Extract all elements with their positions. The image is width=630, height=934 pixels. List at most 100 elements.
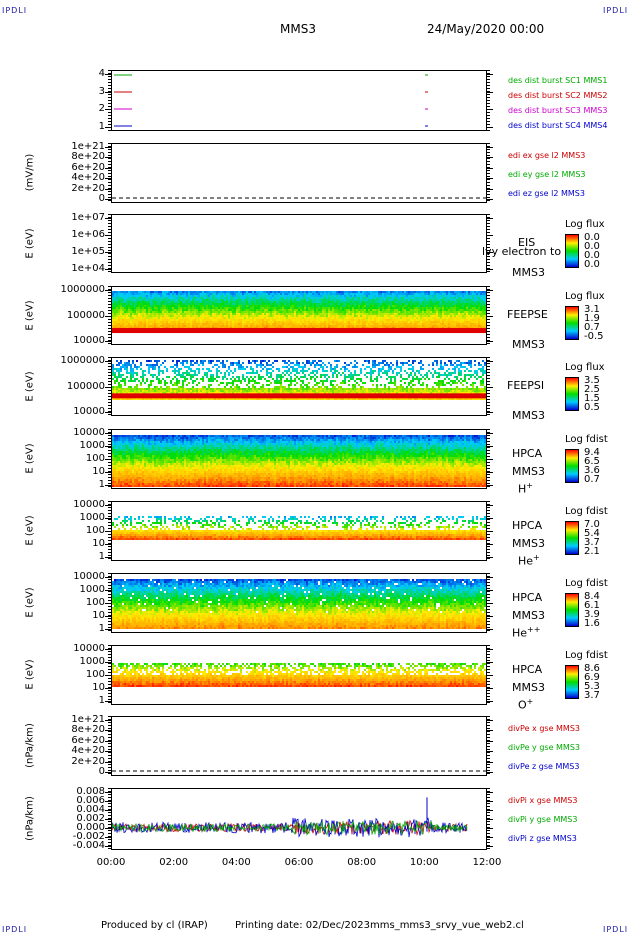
heatmap-cell <box>466 319 468 321</box>
heatmap-cell <box>122 398 124 400</box>
heatmap-cell <box>452 317 454 319</box>
heatmap-cell <box>350 303 352 305</box>
minor-tick <box>487 70 490 71</box>
heatmap-cell <box>148 366 150 368</box>
colorbar-eis <box>565 234 579 268</box>
heatmap-cell <box>178 368 180 370</box>
heatmap-cell <box>290 327 292 329</box>
heatmap-cell <box>260 303 262 305</box>
heatmap-cell <box>130 301 132 303</box>
heatmap-cell <box>452 303 454 305</box>
heatmap-cell <box>250 291 252 293</box>
heatmap-cell <box>112 307 114 309</box>
heatmap-cell <box>198 382 200 384</box>
heatmap-cell <box>364 323 366 325</box>
heatmap-cell <box>212 325 214 327</box>
heatmap-cell <box>120 374 122 376</box>
heatmap-cell <box>370 293 372 295</box>
heatmap-cell <box>196 313 198 315</box>
heatmap-cell <box>222 319 224 321</box>
heatmap-cell <box>202 380 204 382</box>
heatmap-cell <box>470 297 472 299</box>
heatmap-cell <box>236 315 238 317</box>
heatmap-cell <box>422 301 424 303</box>
heatmap-cell <box>268 323 270 325</box>
heatmap-cell <box>136 319 138 321</box>
heatmap-cell <box>264 303 266 305</box>
heatmap-cell <box>460 321 462 323</box>
heatmap-cell <box>426 309 428 311</box>
heatmap-cell <box>410 305 412 307</box>
heatmap-cell <box>174 311 176 313</box>
heatmap-cell <box>192 392 194 394</box>
heatmap-cell <box>412 325 414 327</box>
heatmap-cell <box>418 319 420 321</box>
heatmap-cell <box>406 303 408 305</box>
heatmap-cell <box>244 297 246 299</box>
heatmap-cell <box>192 327 194 329</box>
heatmap-cell <box>456 325 458 327</box>
heatmap-cell <box>474 317 476 319</box>
heatmap-cell <box>318 307 320 309</box>
heatmap-cell <box>184 376 186 378</box>
heatmap-cell <box>124 364 126 366</box>
heatmap-cell <box>296 313 298 315</box>
minor-tick <box>108 155 111 156</box>
heatmap-cell <box>280 293 282 295</box>
heatmap-cell <box>198 392 200 394</box>
heatmap-cell <box>160 311 162 313</box>
heatmap-cell <box>128 315 130 317</box>
heatmap-cell <box>116 390 118 392</box>
heatmap-cell <box>388 323 390 325</box>
heatmap-cell <box>434 311 436 313</box>
heatmap-cell <box>254 313 256 315</box>
heatmap-cell <box>334 303 336 305</box>
heatmap-cell <box>190 303 192 305</box>
heatmap-cell <box>286 317 288 319</box>
heatmap-cell <box>482 297 484 299</box>
heatmap-cell <box>170 291 172 293</box>
heatmap-cell <box>238 299 240 301</box>
heatmap-cell <box>366 327 368 329</box>
heatmap-cell <box>164 315 166 317</box>
heatmap-cell <box>230 299 232 301</box>
minor-tick <box>108 115 111 116</box>
heatmap-cell <box>132 309 134 311</box>
heatmap-cell <box>364 307 366 309</box>
heatmap-cell <box>332 313 334 315</box>
heatmap-cell <box>378 309 380 311</box>
heatmap-cell <box>434 327 436 329</box>
heatmap-cell <box>448 325 450 327</box>
heatmap-cell <box>134 388 136 390</box>
heatmap-cell <box>126 376 128 378</box>
heatmap-cell <box>444 323 446 325</box>
heatmap-cell <box>412 319 414 321</box>
heatmap-cell <box>194 301 196 303</box>
heatmap-cell <box>286 299 288 301</box>
heatmap-cell <box>260 301 262 303</box>
heatmap-cell <box>162 309 164 311</box>
heatmap-cell <box>480 315 482 317</box>
heatmap-cell <box>248 299 250 301</box>
heatmap-cell <box>160 370 162 372</box>
heatmap-cell <box>332 323 334 325</box>
heatmap-cell <box>378 325 380 327</box>
heatmap-cell <box>398 313 400 315</box>
heatmap-cell <box>282 291 284 293</box>
heatmap-cell <box>316 317 318 319</box>
heatmap-cell <box>226 370 228 372</box>
heatmap-cell <box>408 293 410 295</box>
heatmap-cell <box>386 311 388 313</box>
heatmap-cell <box>428 295 430 297</box>
heatmap-cell <box>194 321 196 323</box>
heatmap-cell <box>148 364 150 366</box>
heatmap-cell <box>434 299 436 301</box>
heatmap-cell <box>216 321 218 323</box>
heatmap-cell <box>206 317 208 319</box>
heatmap-cell <box>260 321 262 323</box>
heatmap-cell <box>434 301 436 303</box>
heatmap-cell <box>390 315 392 317</box>
minor-tick <box>108 194 111 195</box>
heatmap-cell <box>378 297 380 299</box>
heatmap-cell <box>264 291 266 293</box>
